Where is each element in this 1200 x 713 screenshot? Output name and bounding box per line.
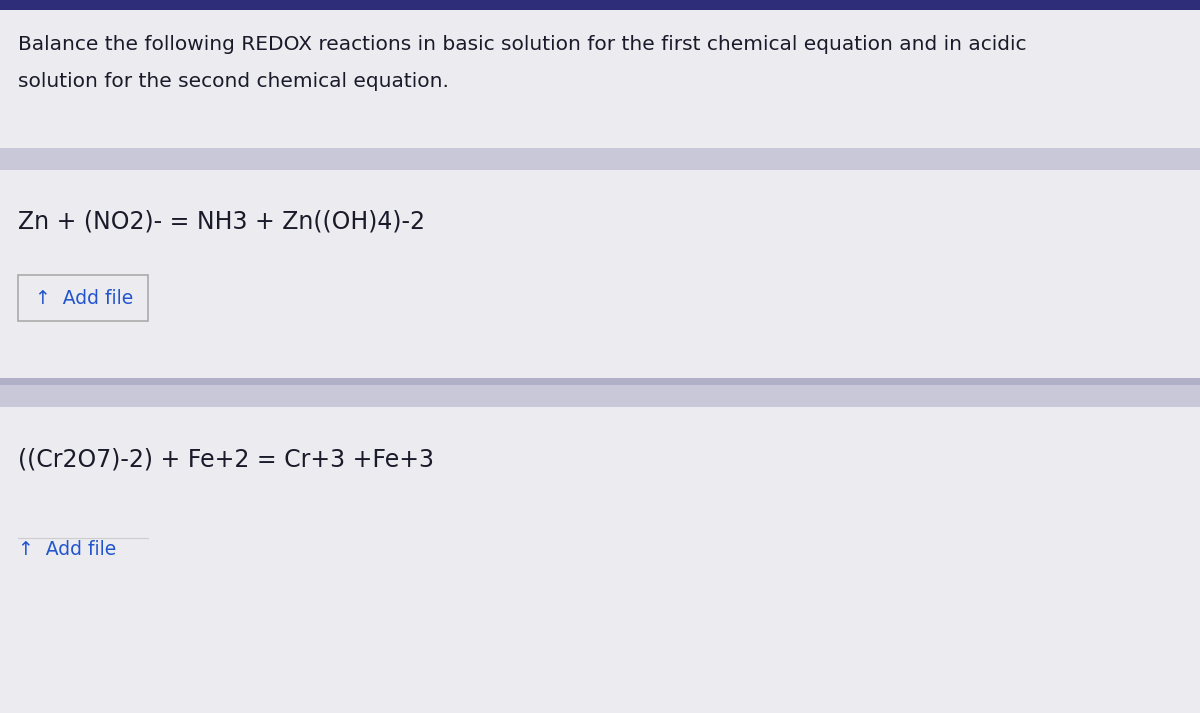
Bar [0, 10, 1200, 155]
Text: solution for the second chemical equation.: solution for the second chemical equatio… [18, 72, 449, 91]
Bar [0, 148, 1200, 170]
Text: ↑  Add file: ↑ Add file [18, 540, 116, 559]
Text: Balance the following REDOX reactions in basic solution for the first chemical e: Balance the following REDOX reactions in… [18, 35, 1026, 54]
Text: Zn + (NO2)- = NH3 + Zn((OH)4)-2: Zn + (NO2)- = NH3 + Zn((OH)4)-2 [18, 210, 425, 234]
Text: ((Cr2O7)-2) + Fe+2 = Cr+3 +Fe+3: ((Cr2O7)-2) + Fe+2 = Cr+3 +Fe+3 [18, 448, 434, 472]
Bar [0, 385, 1200, 407]
FancyBboxPatch shape [18, 275, 148, 321]
Bar [0, 0, 1200, 10]
Bar [0, 378, 1200, 385]
Bar [0, 170, 1200, 390]
Bar [0, 407, 1200, 713]
Text: ↑  Add file: ↑ Add file [35, 289, 133, 307]
